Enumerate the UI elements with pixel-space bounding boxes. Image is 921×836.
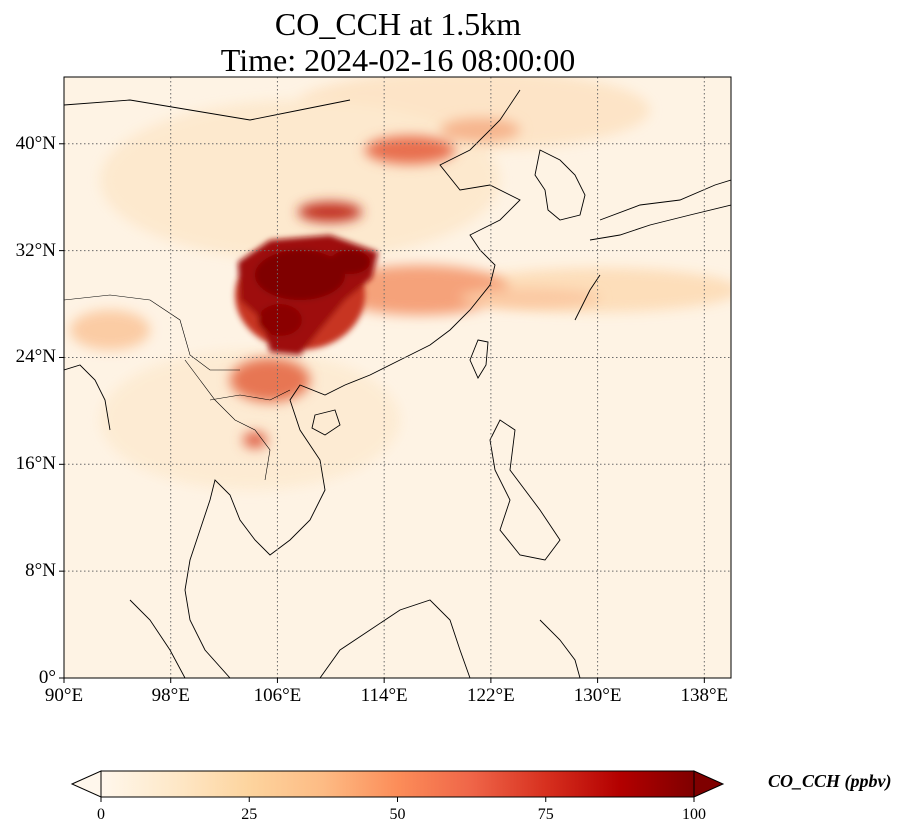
y-tick-label: 40°N — [15, 132, 56, 154]
colorbar-bar — [100, 770, 695, 798]
colorbar-extend-low — [70, 770, 102, 798]
colorbar-label: CO_CCH (ppbv) — [768, 771, 892, 791]
colorbar-tick-label: 75 — [537, 806, 554, 823]
colorbar-tick-label: 0 — [97, 806, 105, 823]
yangtze-band-plume — [330, 265, 510, 315]
x-tick-label: 106°E — [253, 685, 302, 706]
colorbar — [70, 770, 725, 802]
map-frame — [63, 76, 732, 679]
y-tick-label: 32°N — [15, 239, 56, 261]
colorbar-tick-label: 100 — [682, 806, 706, 823]
x-tick-label: 114°E — [360, 685, 408, 706]
shaanxi-plume — [298, 202, 362, 222]
colorbar-tick-label: 50 — [389, 806, 406, 823]
coastlines — [64, 89, 731, 678]
y-tick-label: 16°N — [15, 453, 56, 475]
colorbar-tick-label: 25 — [241, 806, 258, 823]
y-tick-label: 0° — [38, 667, 56, 688]
colorbar-extend-high — [693, 770, 725, 798]
y-tick-label: 8°N — [25, 560, 56, 582]
x-tick-label: 98°E — [151, 685, 190, 706]
y-tick-label: 24°N — [15, 346, 56, 368]
concentration-field — [64, 77, 731, 678]
gridlines — [64, 77, 731, 678]
x-tick-label: 90°E — [44, 685, 84, 706]
map-subtitle: Time: 2024-02-16 08:00:00 — [220, 42, 576, 78]
north-china-plume — [365, 136, 455, 164]
x-tick-label: 130°E — [573, 685, 622, 706]
map-title: CO_CCH at 1.5km — [274, 6, 522, 42]
x-tick-label: 122°E — [467, 685, 515, 706]
x-tick-label: 138°E — [680, 685, 729, 706]
guangxi-plume — [230, 358, 310, 402]
